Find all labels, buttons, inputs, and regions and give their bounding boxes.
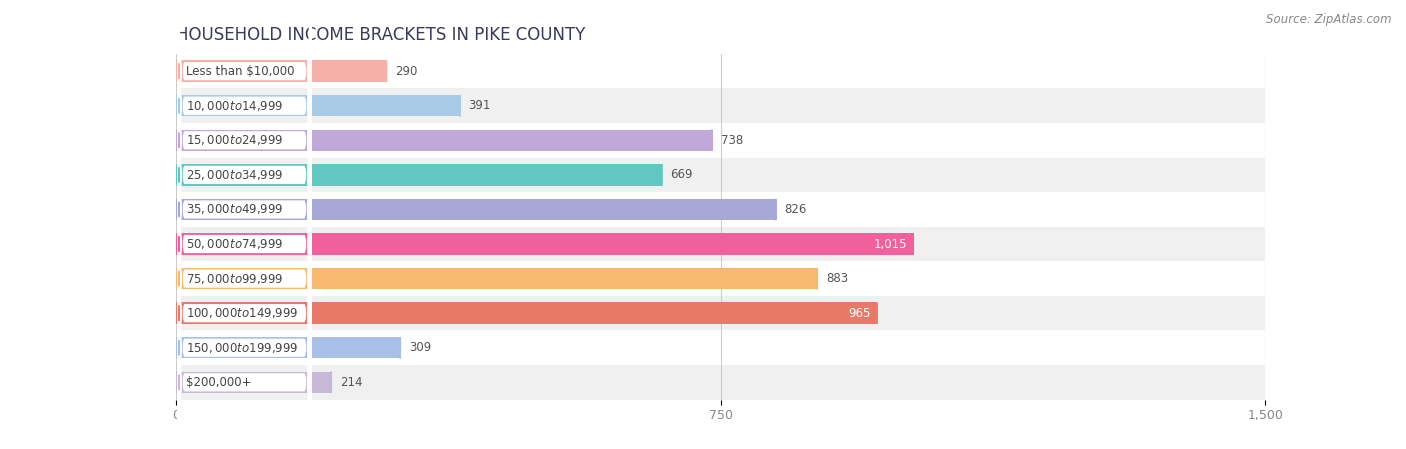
FancyBboxPatch shape: [177, 0, 312, 449]
Text: $150,000 to $199,999: $150,000 to $199,999: [186, 341, 298, 355]
Bar: [176, 337, 401, 358]
FancyBboxPatch shape: [177, 0, 312, 442]
Bar: [176, 95, 460, 116]
Text: $25,000 to $34,999: $25,000 to $34,999: [186, 168, 284, 182]
Text: 1,015: 1,015: [873, 238, 907, 251]
FancyBboxPatch shape: [177, 46, 312, 449]
Text: 738: 738: [721, 134, 742, 147]
Bar: [176, 372, 332, 393]
Bar: [176, 164, 662, 185]
Bar: [176, 199, 776, 220]
FancyBboxPatch shape: [177, 0, 312, 449]
Text: 290: 290: [395, 65, 418, 78]
FancyBboxPatch shape: [177, 0, 312, 449]
Text: HOUSEHOLD INCOME BRACKETS IN PIKE COUNTY: HOUSEHOLD INCOME BRACKETS IN PIKE COUNTY: [176, 26, 585, 44]
Bar: [176, 296, 1265, 330]
Text: 214: 214: [340, 376, 363, 389]
Bar: [176, 88, 1265, 123]
Bar: [176, 330, 1265, 365]
Bar: [176, 158, 1265, 192]
Bar: [176, 261, 1265, 296]
Text: $10,000 to $14,999: $10,000 to $14,999: [186, 99, 284, 113]
Bar: [176, 54, 1265, 88]
Bar: [176, 268, 817, 289]
Text: 309: 309: [409, 341, 432, 354]
Bar: [176, 303, 877, 324]
Bar: [176, 123, 1265, 158]
Text: 965: 965: [849, 307, 870, 320]
Text: Source: ZipAtlas.com: Source: ZipAtlas.com: [1267, 13, 1392, 26]
Text: $75,000 to $99,999: $75,000 to $99,999: [186, 272, 284, 286]
Text: $100,000 to $149,999: $100,000 to $149,999: [186, 306, 298, 320]
Bar: [176, 192, 1265, 227]
Bar: [176, 365, 1265, 400]
FancyBboxPatch shape: [177, 0, 312, 408]
Text: $35,000 to $49,999: $35,000 to $49,999: [186, 202, 284, 216]
FancyBboxPatch shape: [177, 0, 312, 449]
Bar: [176, 61, 387, 82]
Text: $200,000+: $200,000+: [186, 376, 252, 389]
Bar: [176, 227, 1265, 261]
FancyBboxPatch shape: [177, 0, 312, 449]
Text: 669: 669: [671, 168, 693, 181]
Bar: [176, 233, 912, 255]
Text: $15,000 to $24,999: $15,000 to $24,999: [186, 133, 284, 147]
Bar: [176, 130, 711, 151]
Text: 391: 391: [468, 99, 491, 112]
Text: 826: 826: [785, 203, 807, 216]
Text: 883: 883: [825, 272, 848, 285]
Text: Less than $10,000: Less than $10,000: [186, 65, 295, 78]
FancyBboxPatch shape: [177, 0, 312, 449]
Text: $50,000 to $74,999: $50,000 to $74,999: [186, 237, 284, 251]
FancyBboxPatch shape: [177, 11, 312, 449]
